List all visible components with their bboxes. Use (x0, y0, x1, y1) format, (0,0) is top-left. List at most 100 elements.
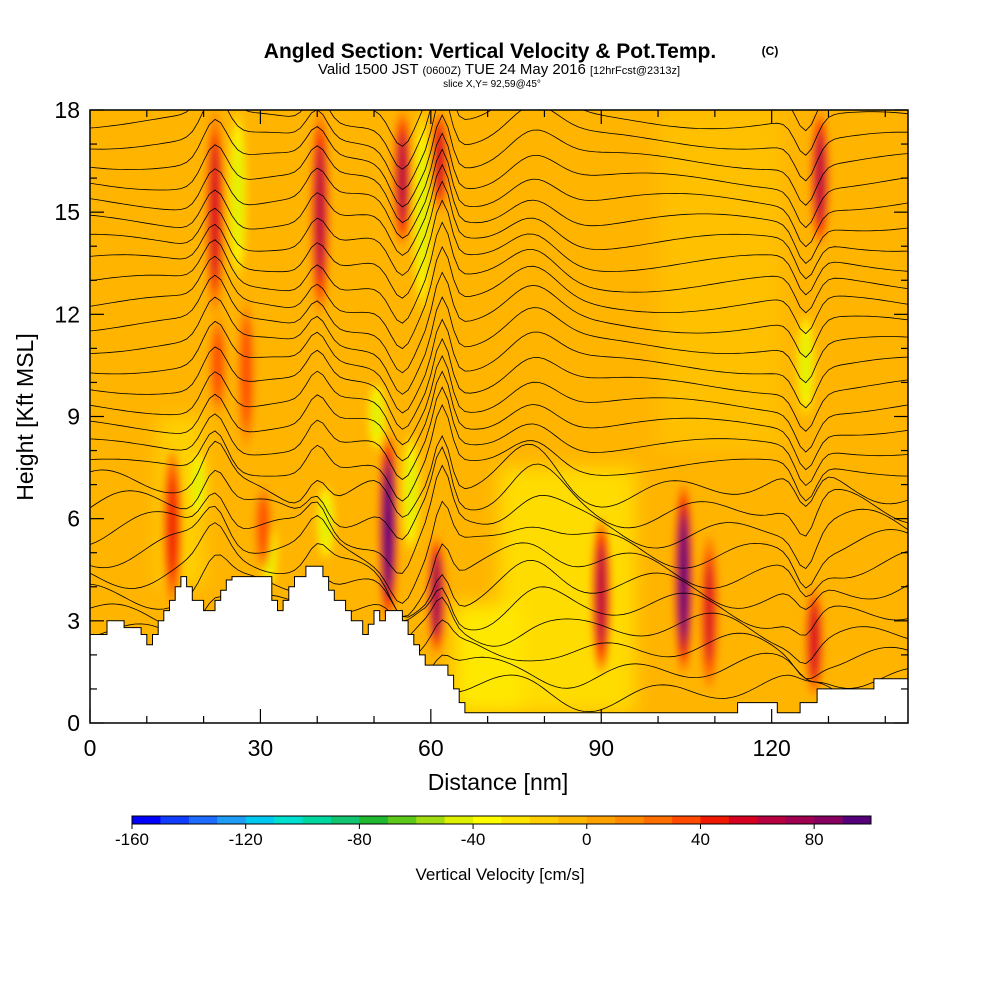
colorbar-swatch (188, 816, 218, 824)
colorbar-swatch (558, 816, 588, 824)
updraft-cell (432, 555, 442, 635)
colorbar-swatch (785, 816, 815, 824)
colorbar-swatch (643, 816, 673, 824)
isentrope-line (90, 110, 908, 191)
isentrope-line (90, 522, 908, 617)
isentrope-line (90, 386, 908, 487)
updraft-cell (315, 144, 325, 280)
colorbar-swatch (416, 816, 445, 824)
updraft-cell (167, 476, 177, 578)
x-axis-label: Distance [nm] (428, 769, 569, 795)
colorbar (131, 815, 872, 825)
colorbar-frame (131, 815, 872, 825)
updraft-cell (815, 132, 825, 224)
isentrope-line (90, 245, 908, 350)
isentrope-line (90, 554, 908, 618)
colorbar-swatch (615, 816, 644, 824)
title-mark: (C) (762, 44, 779, 58)
downdraft-cell (417, 144, 427, 280)
colorbar-swatch (444, 816, 474, 824)
isentrope-line (90, 271, 908, 374)
isentrope-line (90, 114, 908, 208)
background-band (453, 603, 522, 713)
y-tick-label: 3 (67, 608, 80, 634)
isentrope-line (90, 199, 908, 299)
colorbar-tick-label: 40 (691, 830, 710, 849)
isentrope-line (90, 132, 908, 229)
colorbar-swatch (330, 816, 360, 824)
isentrope-line (90, 500, 908, 604)
chart-subtitle: Valid 1500 JST (0600Z) TUE 24 May 2016 [… (318, 61, 680, 78)
colorbar-swatch (501, 816, 531, 824)
colorbar-swatch (302, 816, 332, 824)
x-axis: 0 30 60 90 120 (84, 110, 886, 761)
colorbar-tick-label: -160 (115, 830, 149, 849)
colorbar-tick-label: -40 (461, 830, 486, 849)
isentrope-line (90, 464, 908, 574)
colorbar-label: Vertical Velocity [cm/s] (415, 865, 584, 884)
isentrope-line (90, 370, 908, 471)
colorbar-swatch (672, 816, 701, 824)
y-axis-label: Height [Kft MSL] (12, 333, 38, 500)
subtitle-utc: (0600Z) (422, 65, 461, 77)
downdraft-cell (406, 453, 416, 533)
colorbar-tick-label: -120 (229, 830, 263, 849)
plot-area (90, 110, 908, 723)
y-tick-label: 0 (67, 710, 80, 736)
x-tick-label: 90 (588, 735, 614, 761)
terrain (90, 565, 908, 723)
isentrope-line (90, 180, 908, 280)
colorbar-swatch (160, 816, 190, 824)
colorbar-swatch (217, 816, 246, 824)
colorbar-swatch (529, 816, 559, 824)
isentrope-line (90, 296, 908, 395)
colorbar-swatch (757, 816, 787, 824)
downdraft-cell (372, 393, 382, 440)
colorbar-swatch (245, 816, 275, 824)
y-axis: 0 3 6 9 12 15 18 (54, 97, 908, 736)
subtitle-prefix: Valid 1500 JST (318, 61, 418, 78)
colorbar-ticks: -160 -120 -80 -40 0 40 80 (115, 824, 824, 849)
downdraft-cell (193, 462, 203, 508)
colorbar-swatch (132, 816, 161, 824)
colorbar-swatch (473, 816, 502, 824)
colorbar-swatch (728, 816, 758, 824)
colorbar-tick-label: -80 (347, 830, 372, 849)
updraft-cell (241, 323, 251, 425)
updraft-cell (258, 498, 268, 556)
isentrope-line (90, 338, 908, 432)
updraft-cell (679, 516, 689, 641)
colorbar-swatch (359, 816, 389, 824)
isentrope-line (90, 318, 908, 414)
background-band (658, 110, 784, 451)
colorbar-swatch (814, 816, 843, 824)
subtitle-forecast: [12hrFcst@2313z] (590, 65, 680, 77)
updraft-cell (383, 465, 393, 590)
isentrope-line (90, 163, 908, 264)
colorbar-swatch (274, 816, 303, 824)
colorbar-tick-label: 0 (582, 830, 591, 849)
colorbar-swatch (586, 816, 616, 824)
x-tick-label: 120 (752, 735, 790, 761)
y-tick-label: 6 (67, 506, 80, 532)
isentrope-line (90, 404, 908, 502)
updraft-cell (809, 605, 819, 678)
x-tick-label: 30 (248, 735, 274, 761)
updraft-cell (397, 132, 407, 224)
y-tick-label: 18 (54, 97, 80, 123)
colorbar-swatch (700, 816, 730, 824)
y-tick-label: 15 (54, 199, 80, 225)
slice-label: slice X,Y= 92,59@45° (443, 79, 541, 90)
downdraft-cell (233, 138, 243, 252)
velocity-bands (90, 110, 784, 723)
updraft-cell (596, 544, 606, 647)
colorbar-tick-label: 80 (805, 830, 824, 849)
y-tick-label: 12 (54, 301, 80, 327)
isentrope-line (90, 354, 908, 453)
updraft-cell (704, 561, 714, 664)
subtitle-date: TUE 24 May 2016 (465, 61, 586, 78)
isentrope-line (90, 434, 908, 518)
colorbar-swatch (387, 816, 417, 824)
x-tick-label: 0 (84, 735, 97, 761)
